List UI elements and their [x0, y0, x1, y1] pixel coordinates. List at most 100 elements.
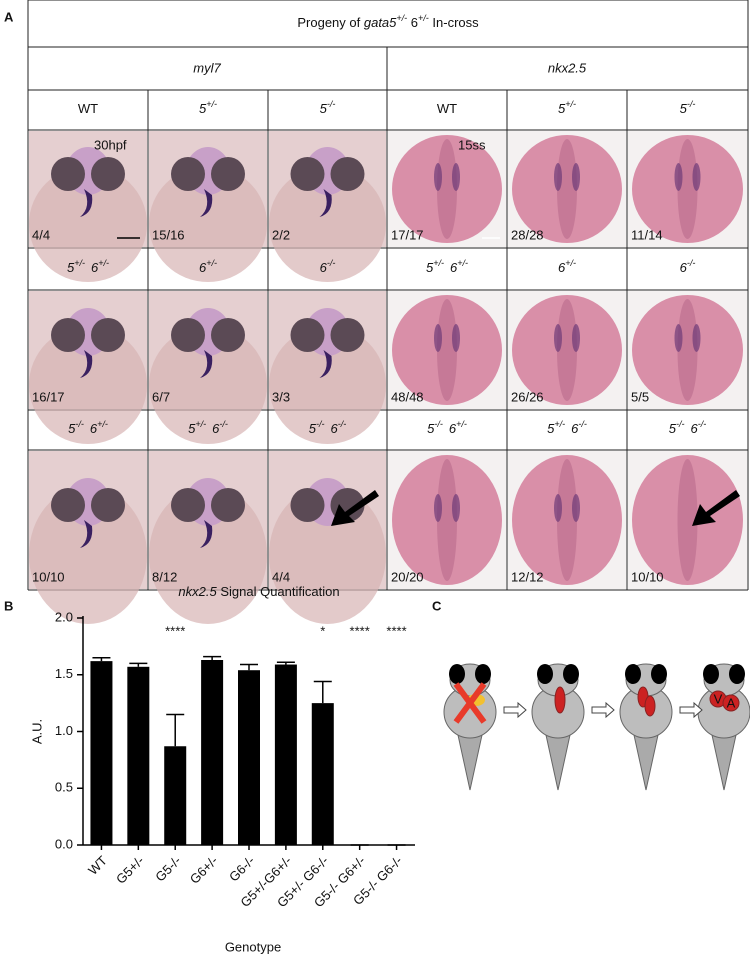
embryo-eye — [91, 157, 125, 191]
genotype-base: 5 — [188, 421, 196, 436]
embryo-body — [149, 486, 267, 624]
significance-mark: **** — [350, 623, 370, 638]
step-arrow — [591, 701, 615, 719]
significance-mark: * — [320, 623, 325, 638]
embryo-count: 4/4 — [272, 569, 290, 584]
heart-stain — [319, 189, 332, 217]
title-part: nkx2.5 — [178, 584, 217, 599]
genotype-base: 5 — [68, 421, 76, 436]
heart-field — [674, 163, 683, 191]
embryo-body — [149, 326, 267, 444]
genotype-sup: +/- — [206, 99, 217, 109]
genotype-sup: -/- — [676, 419, 685, 429]
bar — [127, 666, 150, 845]
genotype-sup: -/- — [687, 99, 696, 109]
genotype-label: 6-/- — [320, 258, 336, 275]
genotype-base: 6 — [331, 421, 339, 436]
embryo-axis — [677, 299, 698, 401]
embryo-count: 2/2 — [272, 227, 290, 242]
genotype-base: 5 — [558, 101, 566, 116]
y-tick-label: 2.0 — [55, 609, 73, 624]
genotype-base: 5 — [680, 101, 688, 116]
genotype-base: 6 — [90, 421, 98, 436]
embryo-eye — [330, 318, 365, 352]
genotype-sup: -/- — [698, 419, 707, 429]
embryo-count: 10/10 — [32, 569, 65, 584]
fish-eye — [729, 664, 745, 684]
fish-tail — [545, 734, 571, 791]
heart-field — [674, 324, 683, 352]
genotype-base: 5 — [427, 421, 435, 436]
genotype-base: WT — [437, 101, 457, 116]
y-axis-label: A.U. — [29, 719, 44, 744]
heart-stain — [80, 520, 93, 548]
embryo-axis — [437, 139, 457, 239]
step-arrow — [679, 701, 703, 719]
bar — [311, 703, 334, 845]
embryo-count: 17/17 — [391, 227, 424, 242]
embryo-body — [269, 166, 386, 282]
embryo-eye — [171, 488, 205, 522]
heart-stain — [200, 189, 213, 217]
genotype-sup: -/- — [219, 419, 228, 429]
genotype-base: 6 — [571, 421, 579, 436]
genotype-label: WT — [437, 101, 457, 116]
fish-tail — [633, 734, 659, 791]
genotype-base: 6 — [450, 260, 458, 275]
title-part: gata5 — [364, 15, 397, 30]
genotype-sup: +/- — [97, 419, 108, 429]
genotype-sup: +/- — [457, 258, 468, 268]
genotype-base: 5 — [199, 101, 207, 116]
genotype-label: 5-/- 6+/- — [68, 419, 108, 436]
genotype-sup: +/- — [456, 419, 467, 429]
embryo-body — [29, 166, 147, 282]
genotype-label: 6-/- — [680, 258, 696, 275]
heart-field — [554, 163, 562, 191]
genotype-sup: +/- — [98, 258, 109, 268]
atrium — [722, 694, 740, 712]
genotype-label: 5+/- — [199, 99, 217, 116]
genotype-sup: +/- — [206, 258, 217, 268]
title-part: Progeny of — [297, 15, 364, 30]
embryo-eye — [290, 488, 325, 522]
embryo-eye — [211, 318, 245, 352]
genotype-base: 6 — [680, 260, 688, 275]
heart-field — [434, 163, 442, 191]
chart-title: nkx2.5 Signal Quantification — [178, 584, 339, 599]
x-tick-label: G6-/- — [226, 853, 258, 885]
fish-eye — [625, 664, 641, 684]
embryo-axis — [557, 459, 577, 581]
embryo-count: 11/14 — [631, 227, 663, 242]
embryo-eye — [51, 488, 85, 522]
genotype-base: 5 — [669, 421, 677, 436]
embryo-eye — [91, 488, 125, 522]
genotype-base: 6 — [449, 421, 457, 436]
genotype-label: 6+/- — [558, 258, 576, 275]
genotype-base: 6 — [212, 421, 220, 436]
embryo-count: 10/10 — [631, 569, 664, 584]
genotype-label: WT — [78, 101, 98, 116]
step-arrow — [503, 701, 527, 719]
panel-label: C — [432, 598, 442, 613]
title-part: In-cross — [429, 15, 479, 30]
stage-label: 30hpf — [94, 137, 127, 152]
genotype-sup: +/- — [565, 99, 576, 109]
embryo-axis — [677, 139, 698, 239]
heart-label: A — [727, 695, 736, 710]
heart-stain — [80, 189, 93, 217]
genotype-base: 5 — [547, 421, 555, 436]
embryo-eye — [51, 318, 85, 352]
title-part: +/- — [396, 13, 407, 23]
embryo-eye — [171, 157, 205, 191]
genotype-sup: +/- — [554, 419, 565, 429]
embryo-count: 28/28 — [511, 227, 544, 242]
embryo-axis — [677, 459, 698, 581]
panel-label: B — [4, 598, 13, 613]
genotype-base: 6 — [691, 421, 699, 436]
embryo-eye — [330, 157, 365, 191]
genotype-label: 5-/- 6+/- — [427, 419, 467, 436]
bar — [201, 659, 224, 845]
genotype-base: 6 — [199, 260, 207, 275]
genotype-label: 5-/- 6-/- — [309, 419, 346, 436]
arrow — [692, 490, 740, 526]
